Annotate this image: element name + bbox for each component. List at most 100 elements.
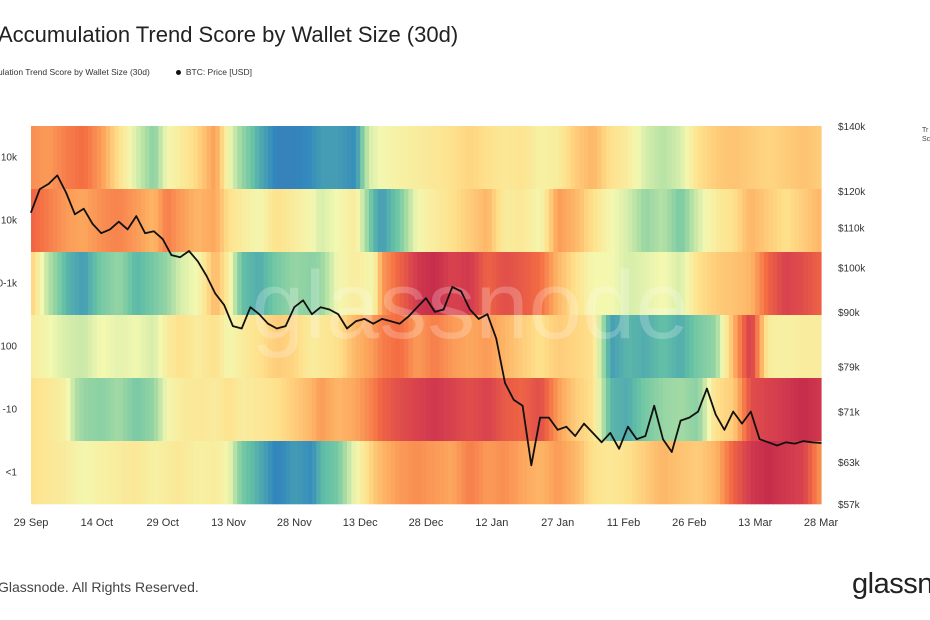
heatmap-cell [66,378,72,442]
heatmap-cell [715,378,721,442]
heatmap-cell [298,441,304,505]
heatmap-cell [175,126,181,190]
heatmap-cell [759,126,765,190]
btc-price-point [56,174,58,177]
heatmap-cell [461,189,467,253]
heatmap-cell [355,126,361,190]
heatmap-cell [412,126,418,190]
heatmap-cell [276,252,282,316]
heatmap-cell [307,252,313,316]
heatmap-cell [790,315,796,379]
heatmap-cell [140,126,146,190]
heatmap-cell [347,189,352,253]
y-right-label: $120k [838,187,866,198]
heatmap-cell [399,441,405,505]
heatmap-cell [215,126,221,190]
heatmap-cell [636,126,642,190]
legend-item-price[interactable]: BTC: Price [USD] [175,67,252,77]
heatmap-cell [575,441,581,505]
heatmap-cell [140,189,146,253]
heatmap-cell [443,189,449,253]
heatmap-cell [246,126,252,190]
heatmap-cell [338,441,344,505]
heatmap-cell [483,252,489,316]
heatmap-cell [219,126,225,190]
btc-price-point [600,441,603,443]
heatmap-cell [140,441,146,505]
heatmap-cell [263,441,269,505]
heatmap-cell [118,315,124,379]
heatmap-cell [303,378,309,442]
heatmap-cell [417,189,423,253]
heatmap-cell [702,315,708,379]
heatmap-cell [667,126,673,190]
heatmap-cell [544,252,550,316]
x-tick-label: 28 Nov [277,517,312,529]
heatmap-cell [641,189,647,253]
heatmap-cell [298,315,304,379]
heatmap-cell [452,378,458,442]
heatmap-cell [483,315,489,379]
btc-price-point [399,323,401,325]
heatmap-cell [224,252,230,316]
heatmap-cell [175,189,181,253]
heatmap-cell [426,126,431,190]
heatmap-cell [785,378,791,442]
heatmap-cell [237,315,243,379]
heatmap-cell [605,378,611,442]
heatmap-cell [404,252,410,316]
heatmap-cell [250,315,256,379]
heatmap-cell [259,126,265,190]
heatmap-cell [737,441,743,505]
heatmap-cell [526,315,532,379]
heatmap-cell [145,441,151,505]
heatmap-cell [522,378,528,442]
heatmap-cell [430,126,436,190]
heatmap-cell [702,126,708,190]
heatmap-cell [171,189,177,253]
heatmap-cell [118,126,124,190]
heatmap-cell [513,441,519,505]
heatmap-cell [636,252,642,316]
heatmap-cell [123,126,129,190]
heatmap-cell [311,441,317,505]
heatmap-cell [434,126,440,190]
btc-price-point [249,306,252,308]
heatmap-cell [149,441,155,505]
heatmap-cell [772,315,778,379]
heatmap-cell [447,189,453,253]
heatmap-cell [592,441,598,505]
heatmap-cell [483,378,489,442]
heatmap-cell [52,315,58,379]
heatmap-cell [799,252,805,316]
heatmap-cell [663,252,668,316]
heatmap-cell [737,126,743,190]
heatmap-cell [715,441,721,505]
heatmap-cell [329,441,335,505]
heatmap-cell [803,189,809,253]
btc-price-point [706,387,708,390]
heatmap-cell [92,126,98,190]
heatmap-cell [307,378,313,442]
heatmap-cell [772,126,778,190]
heatmap-cell [377,378,383,442]
btc-price-point [662,438,664,440]
heatmap-cell [382,441,388,505]
heatmap-cell [184,378,190,442]
heatmap-cell [74,315,80,379]
btc-price-point [363,318,366,320]
heatmap-cell [395,126,401,190]
heatmap-cell [57,252,63,316]
heatmap-cell [52,189,58,253]
heatmap-cell [96,441,102,505]
heatmap-cell [610,378,616,442]
heatmap-cell [610,189,616,253]
heatmap-cell [118,378,124,442]
btc-price-point [767,441,769,443]
heatmap-cell [553,189,559,253]
heatmap-cell [619,252,625,316]
legend-item-score[interactable]: ulation Trend Score by Wallet Size (30d) [0,67,150,77]
heatmap-cell [333,252,339,316]
heatmap-cell [145,378,151,442]
